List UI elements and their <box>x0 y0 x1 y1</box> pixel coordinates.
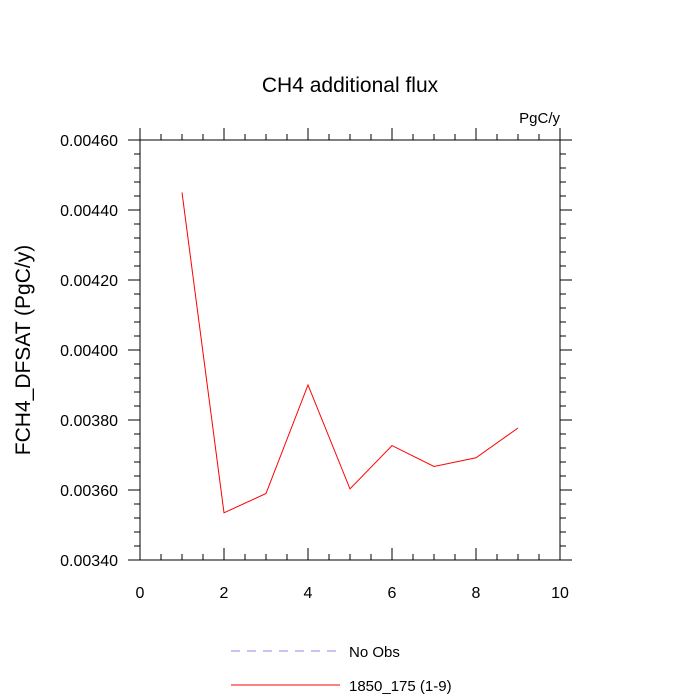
y-tick-label: 0.00440 <box>60 203 118 220</box>
y-tick-label: 0.00400 <box>60 343 118 360</box>
tick-labels: 0 2 4 6 8 10 0.00340 0.00360 0.00380 0.00400 0.004… <box>60 133 569 602</box>
x-tick-label: 6 <box>388 585 397 602</box>
y-axis-label: FCH4_DFSAT (PgC/y) <box>12 245 35 455</box>
y-tick-label: 0.00360 <box>60 483 118 500</box>
x-tick-label: 2 <box>220 585 229 602</box>
y-tick-label: 0.00340 <box>60 553 118 570</box>
legend-label: 1850_175 (1-9) <box>349 678 452 695</box>
series-line <box>181 192 519 514</box>
axis-ticks <box>128 128 572 561</box>
y-tick-label: 0.00420 <box>60 273 118 290</box>
y-tick-label: 0.00460 <box>60 133 118 150</box>
x-tick-label: 8 <box>472 585 481 602</box>
legend: No Obs 1850_175 (1-9) <box>231 644 452 695</box>
x-tick-label: 4 <box>304 585 313 602</box>
chart-title: CH4 additional flux <box>262 74 439 97</box>
y-tick-label: 0.00380 <box>60 413 118 430</box>
x-tick-label: 10 <box>551 585 569 602</box>
x-tick-label: 0 <box>136 585 145 602</box>
series-layer <box>181 192 519 514</box>
units-label: PgC/y <box>519 110 560 127</box>
plot-frame <box>139 139 561 561</box>
legend-label: No Obs <box>349 644 400 661</box>
